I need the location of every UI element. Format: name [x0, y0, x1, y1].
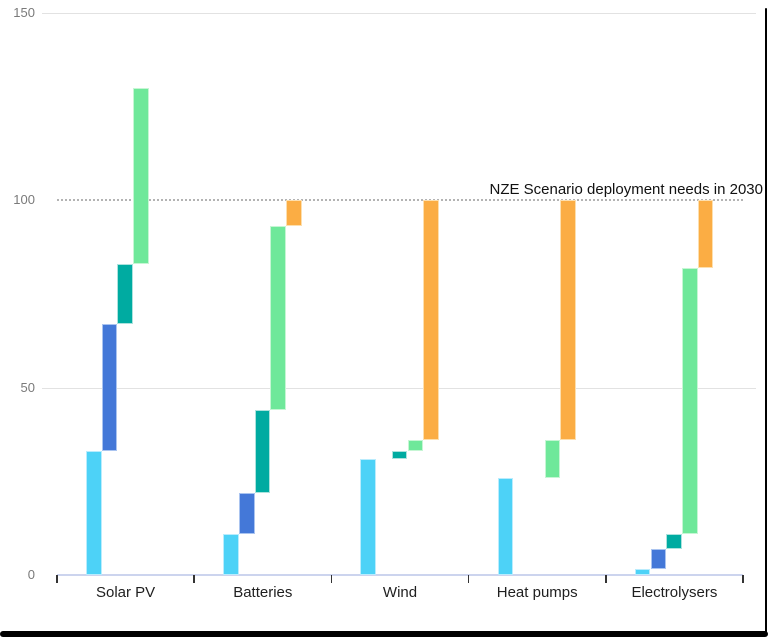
waterfall-segment-heat-pumps-green[interactable] — [544, 440, 561, 478]
category-label-solar-pv: Solar PV — [95, 584, 156, 601]
waterfall-segment-electrolysers-blue[interactable] — [650, 548, 667, 570]
gridline-50 — [42, 387, 756, 389]
x-axis-tick — [330, 575, 333, 583]
x-axis-tick — [742, 575, 744, 583]
waterfall-segment-batteries-cyan[interactable] — [223, 533, 239, 575]
window-border-bottom — [0, 631, 768, 637]
nze-target-annotation: NZE Scenario deployment needs in 2030 — [489, 181, 763, 198]
waterfall-segment-wind-green[interactable] — [407, 440, 424, 452]
x-axis-tick — [56, 575, 58, 583]
waterfall-segment-wind-teal[interactable] — [391, 451, 408, 459]
y-axis-label-150: 150 — [13, 4, 35, 20]
waterfall-segment-electrolysers-teal[interactable] — [666, 533, 682, 549]
category-label-electrolysers: Electrolysers — [631, 584, 718, 601]
waterfall-segment-electrolysers-cyan[interactable] — [634, 569, 651, 575]
waterfall-segment-solar-pv-teal[interactable] — [117, 263, 134, 324]
waterfall-segment-solar-pv-green[interactable] — [133, 87, 149, 264]
x-axis-tick — [467, 575, 470, 583]
waterfall-segment-wind-orange[interactable] — [423, 200, 439, 440]
waterfall-segment-solar-pv-cyan[interactable] — [86, 451, 102, 575]
waterfall-segment-heat-pumps-orange[interactable] — [560, 200, 577, 440]
category-label-wind: Wind — [382, 584, 418, 601]
window-border-right — [764, 8, 767, 634]
x-axis-baseline — [57, 574, 743, 576]
waterfall-segment-wind-cyan[interactable] — [360, 458, 377, 575]
waterfall-segment-solar-pv-blue[interactable] — [101, 323, 118, 452]
waterfall-segment-electrolysers-orange[interactable] — [697, 200, 714, 268]
waterfall-segment-electrolysers-green[interactable] — [681, 267, 698, 534]
y-axis-label-0: 0 — [27, 567, 35, 582]
category-label-heat-pumps: Heat pumps — [496, 584, 578, 601]
nze-reference-line — [57, 199, 743, 201]
waterfall-segment-batteries-blue[interactable] — [238, 492, 255, 534]
waterfall-segment-batteries-green[interactable] — [270, 226, 286, 410]
gridline-150 — [42, 12, 756, 14]
category-label-batteries: Batteries — [233, 584, 293, 601]
y-axis-label-100: 100 — [13, 192, 35, 207]
waterfall-segment-heat-pumps-cyan[interactable] — [497, 477, 514, 575]
x-axis-tick — [193, 575, 195, 583]
x-axis-tick — [605, 575, 607, 583]
waterfall-segment-batteries-teal[interactable] — [254, 410, 271, 493]
waterfall-segment-batteries-orange[interactable] — [286, 200, 302, 227]
y-axis-label-50: 50 — [20, 379, 35, 395]
